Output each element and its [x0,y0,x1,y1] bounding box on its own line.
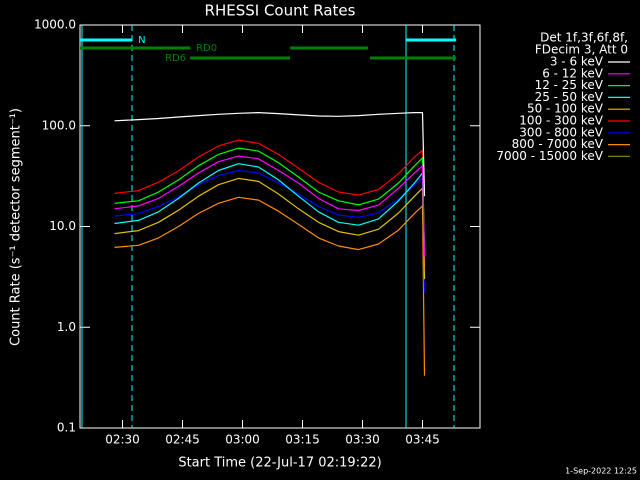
flag-label: RD6 [165,53,186,64]
y-tick-label: 10.0 [49,219,76,233]
x-tick-label: 02:45 [165,433,200,447]
legend-label: 800 - 7000 keV [512,137,604,151]
series-line [114,139,426,267]
x-tick-label: 03:45 [405,433,440,447]
series-line [114,155,426,257]
legend-label: 100 - 300 keV [519,114,603,128]
legend-header: FDecim 3, Att 0 [535,43,628,57]
footer: 1-Sep-2022 12:25 [565,467,637,476]
y-tick-label: 100.0 [42,118,76,132]
x-axis-label: Start Time (22-Jul-17 02:19:22) [178,456,381,471]
y-tick-label: 1000.0 [34,18,76,32]
flag-label: N [138,35,145,46]
legend-label: 300 - 800 keV [519,125,603,139]
series-line [114,163,426,257]
legend-label: 3 - 6 keV [550,55,604,69]
x-tick-label: 03:30 [345,433,380,447]
legend-label: 50 - 100 keV [527,102,604,116]
series-line [114,177,426,280]
x-tick-label: 02:30 [105,433,140,447]
chart-title: RHESSI Count Rates [205,2,356,20]
y-axis-label: Count Rate (s⁻¹ detector segment⁻¹) [9,108,24,346]
plot-frame [79,24,481,429]
series-line [114,112,426,197]
legend-label: 6 - 12 keV [542,66,604,80]
legend-label: 7000 - 15000 keV [496,149,603,163]
legend-header: Det 1f,3f,6f,8f, [540,31,628,45]
y-tick-label: 1.0 [57,320,76,334]
flag-label: RD0 [196,43,217,54]
x-tick-label: 03:15 [285,433,320,447]
legend-label: 12 - 25 keV [535,78,604,92]
series-line [114,147,426,257]
series-line [114,196,426,376]
x-tick-label: 03:00 [225,433,260,447]
y-tick-label: 0.1 [57,421,76,435]
legend-label: 25 - 50 keV [535,90,604,104]
